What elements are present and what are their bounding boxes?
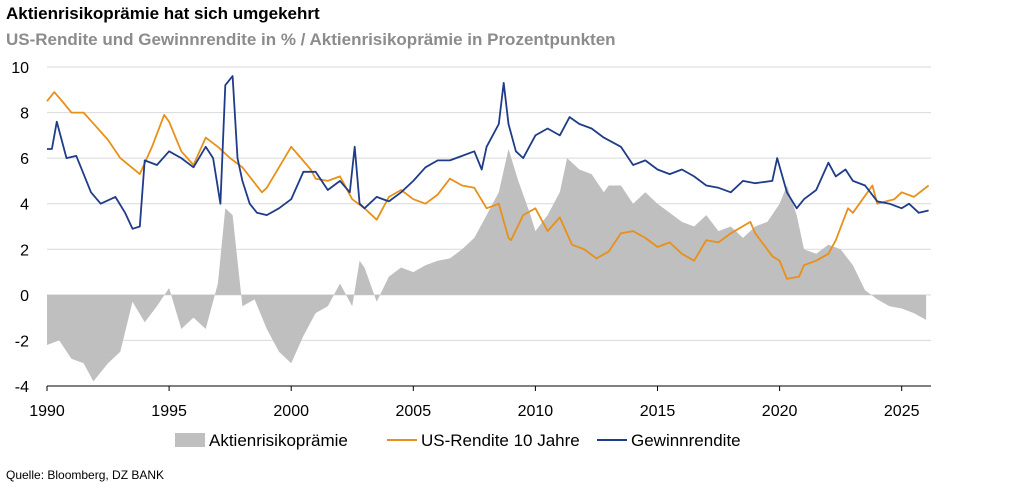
axes: -4 -2 0 2 4 6 8 10 1990 1995 2000 2005 2010 2015 2020 2… (11, 60, 931, 420)
yield-lines-layer (46, 75, 930, 280)
source-note: Quelle: Bloomberg, DZ BANK (6, 468, 165, 482)
legend: Aktienrisikoprämie US-Rendite 10 Jahre Gew… (175, 431, 741, 450)
x-tick-label: 2025 (884, 403, 920, 420)
y-tick-label: 2 (20, 242, 29, 259)
x-tick-label: 1995 (151, 403, 187, 420)
premium-area-layer (47, 149, 927, 382)
y-tick-label: -2 (15, 333, 29, 350)
y-tick-label: 4 (20, 197, 29, 214)
x-tick-label: 2020 (762, 403, 798, 420)
chart-title: Aktienrisikoprämie hat sich umgekehrt (6, 4, 320, 23)
series-line-us-rendite (46, 91, 930, 280)
x-tick-label: 2000 (273, 403, 309, 420)
y-tick-label: 6 (20, 151, 29, 168)
y-tick-label: 10 (11, 60, 29, 77)
x-tick-label: 2005 (396, 403, 432, 420)
legend-label: Gewinnrendite (631, 431, 741, 450)
legend-label: US-Rendite 10 Jahre (421, 431, 580, 450)
chart-subtitle: US-Rendite und Gewinnrendite in % / Akti… (6, 30, 616, 49)
x-tick-label: 1990 (29, 403, 65, 420)
y-tick-label: 8 (20, 106, 29, 123)
legend-swatch-premium (175, 433, 205, 447)
x-tick-label: 2015 (640, 403, 676, 420)
legend-label: Aktienrisikoprämie (209, 431, 348, 450)
y-tick-label: 0 (20, 288, 29, 305)
series-line-gewinnrendite (47, 75, 929, 230)
series-area-aktienrisikopraemie (47, 149, 927, 382)
x-tick-label: 2010 (518, 403, 554, 420)
y-tick-label: -4 (15, 379, 29, 396)
